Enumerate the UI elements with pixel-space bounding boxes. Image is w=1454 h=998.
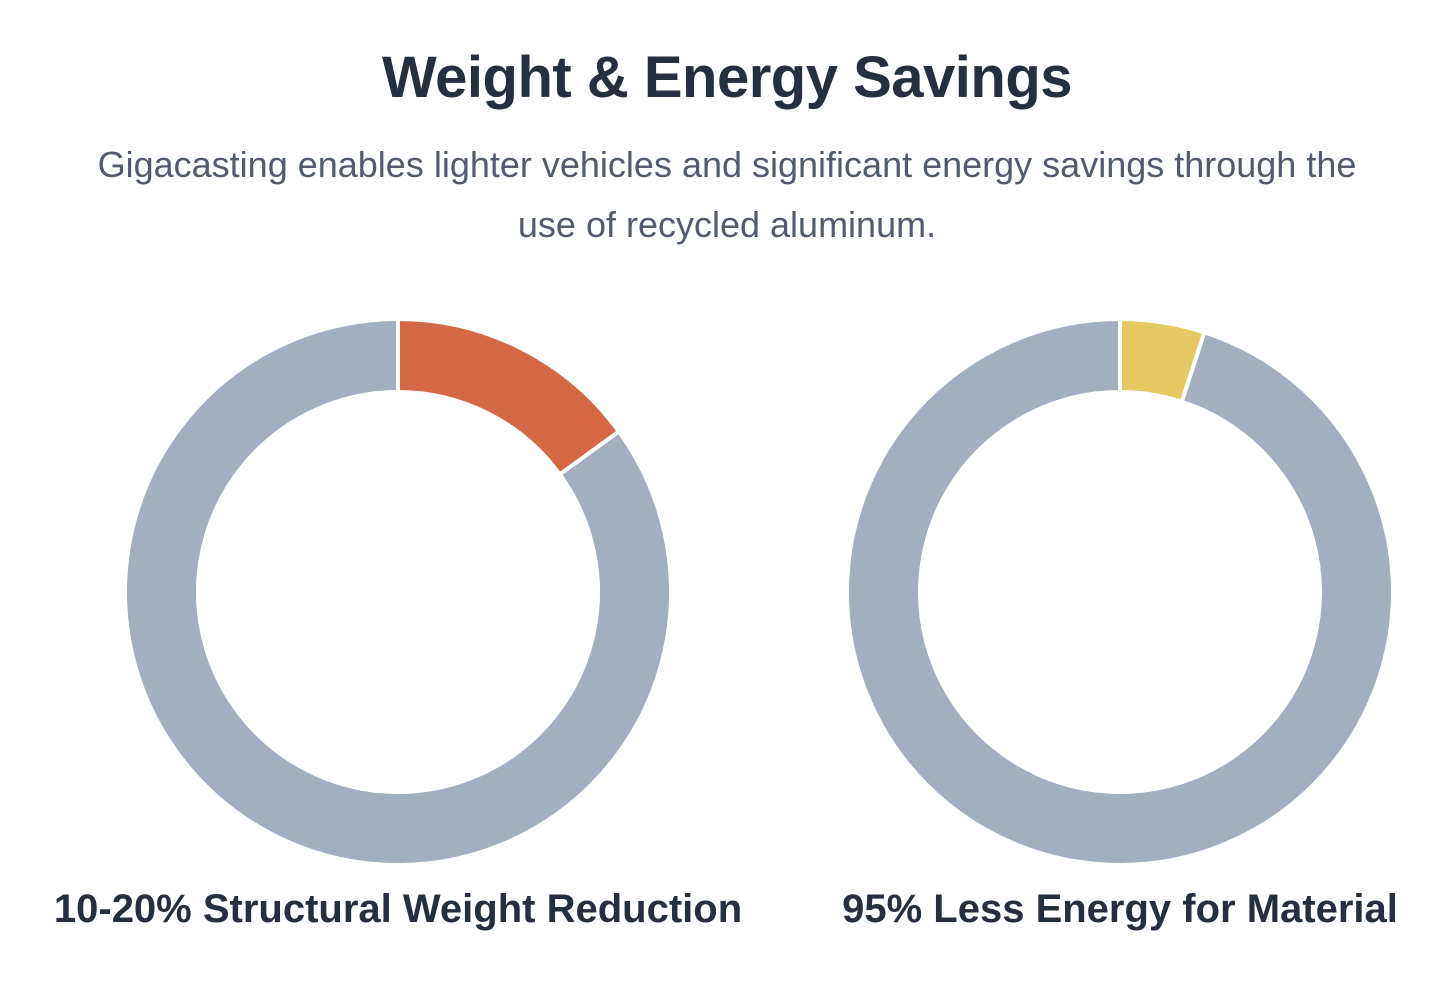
energy-savings-donut-svg bbox=[845, 317, 1395, 867]
energy-savings-caption: 95% Less Energy for Material bbox=[842, 887, 1398, 931]
weight-energy-savings-slide: Weight & Energy Savings Gigacasting enab… bbox=[0, 44, 1454, 998]
donut-slice-energy-saved bbox=[845, 317, 1395, 867]
energy-savings-donut-chart: 95% Less Energy for Material bbox=[842, 317, 1398, 932]
weight-reduction-caption: 10-20% Structural Weight Reduction bbox=[53, 887, 743, 931]
weight-reduction-donut-svg bbox=[123, 317, 673, 867]
page-title: Weight & Energy Savings bbox=[381, 45, 1073, 110]
donut-slice-remaining-weight bbox=[123, 317, 673, 867]
charts-row: 10-20% Structural Weight Reduction 95% L… bbox=[54, 317, 1454, 932]
page-subtitle: Gigacasting enables lighter vehicles and… bbox=[97, 144, 1357, 245]
donut-slice-structural-weight-reduction bbox=[396, 317, 622, 478]
weight-reduction-donut-chart: 10-20% Structural Weight Reduction bbox=[54, 317, 742, 932]
